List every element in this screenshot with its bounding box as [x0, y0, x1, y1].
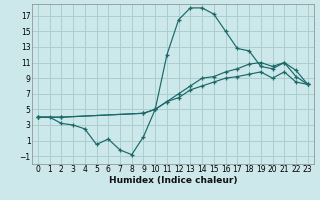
X-axis label: Humidex (Indice chaleur): Humidex (Indice chaleur) — [108, 176, 237, 185]
